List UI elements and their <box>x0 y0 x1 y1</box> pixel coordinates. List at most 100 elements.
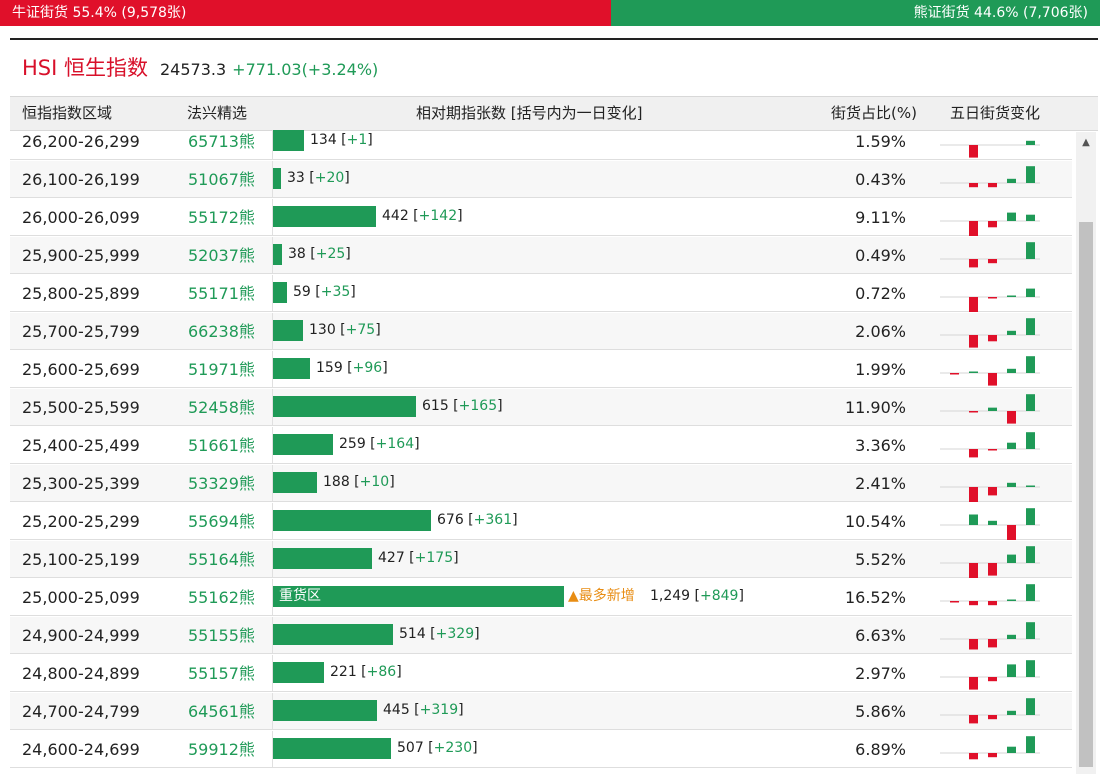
warrant-count-value: 259 <box>339 436 366 452</box>
warrant-code-link[interactable]: 52037熊 <box>188 246 255 265</box>
warrant-code-link[interactable]: 55162熊 <box>188 588 255 607</box>
warrant-count-cell: 59 [+35] <box>272 275 356 311</box>
header-warrants[interactable]: 相对期指张数 [括号内为一日变化] <box>416 104 643 122</box>
warrant-count-delta: +230 <box>433 740 473 756</box>
sparkline-bar <box>969 259 978 268</box>
sparkline-bar <box>969 297 978 312</box>
warrant-count-bar <box>273 396 416 417</box>
sparkline-bar <box>1026 166 1035 183</box>
table-row[interactable]: 25,600-25,699 51971熊 159 [+96] 1.99% <box>10 351 1072 388</box>
sparkline-bar <box>1007 178 1016 183</box>
table-row[interactable]: 25,400-25,499 51661熊 259 [+164] 3.36% <box>10 427 1072 464</box>
warrant-count-bar <box>273 472 317 493</box>
sparkline-bar <box>1007 634 1016 639</box>
share-cell: 2.41% <box>855 474 906 493</box>
five-day-change-chart <box>940 432 1040 458</box>
table-row[interactable]: 25,800-25,899 55171熊 59 [+35] 0.72% <box>10 275 1072 312</box>
table-row[interactable]: 24,800-24,899 55157熊 221 [+86] 2.97% <box>10 655 1072 692</box>
warrant-code-link[interactable]: 53329熊 <box>188 474 255 493</box>
warrant-count-bar <box>273 130 304 151</box>
warrant-count-cell: 221 [+86] <box>272 655 402 691</box>
warrant-count-text: 427 [+175] <box>378 550 459 566</box>
share-cell: 5.86% <box>855 702 906 721</box>
table-row[interactable]: 26,200-26,299 65713熊 134 [+1] 1.59% <box>10 130 1072 160</box>
most-added-badge: ▲最多新增 <box>568 588 635 604</box>
share-cell: 6.63% <box>855 626 906 645</box>
sparkline-bar <box>988 373 997 386</box>
header-code[interactable]: 法兴精选 <box>187 104 248 122</box>
warrant-count-cell: 重货区 ▲最多新增 1,249 [+849] <box>272 579 744 615</box>
table-row[interactable]: 26,000-26,099 55172熊 442 [+142] 9.11% <box>10 199 1072 236</box>
sparkline-bar <box>988 563 997 576</box>
warrant-count-cell: 427 [+175] <box>272 541 459 577</box>
warrant-count-value: 134 <box>310 132 337 148</box>
warrant-count-delta: +20 <box>314 170 345 186</box>
header-five-day[interactable]: 五日街货变化 <box>950 104 1041 122</box>
sparkline-bar <box>969 449 978 458</box>
warrant-code-link[interactable]: 55155熊 <box>188 626 255 645</box>
sparkline-bar <box>1026 288 1035 297</box>
warrant-count-delta: +25 <box>315 246 346 262</box>
warrant-code-link[interactable]: 66238熊 <box>188 322 255 341</box>
table-row[interactable]: 25,300-25,399 53329熊 188 [+10] 2.41% <box>10 465 1072 502</box>
range-cell: 25,500-25,599 <box>22 398 140 417</box>
table-row[interactable]: 25,500-25,599 52458熊 615 [+165] 11.90% <box>10 389 1072 426</box>
warrant-count-bar <box>273 510 431 531</box>
range-cell: 26,200-26,299 <box>22 132 140 151</box>
warrant-code-link[interactable]: 51971熊 <box>188 360 255 379</box>
table-row[interactable]: 24,900-24,999 55155熊 514 [+329] 6.63% <box>10 617 1072 654</box>
table-row[interactable]: 24,600-24,699 59912熊 507 [+230] 6.89% <box>10 731 1072 768</box>
range-cell: 25,000-25,099 <box>22 588 140 607</box>
header-share[interactable]: 街货占比(%) <box>831 104 917 122</box>
warrant-code-link[interactable]: 55164熊 <box>188 550 255 569</box>
warrant-count-text: 134 [+1] <box>310 132 373 148</box>
table-row[interactable]: 25,700-25,799 66238熊 130 [+75] 2.06% <box>10 313 1072 350</box>
five-day-change-chart <box>940 584 1040 606</box>
warrant-count-bar <box>273 624 393 645</box>
range-cell: 26,100-26,199 <box>22 170 140 189</box>
sparkline-bar <box>969 514 978 525</box>
sparkline-bar <box>1026 546 1035 563</box>
header-range[interactable]: 恒指指数区域 <box>22 104 113 122</box>
range-cell: 25,900-25,999 <box>22 246 140 265</box>
warrant-count-delta: +164 <box>375 436 415 452</box>
warrant-code-link[interactable]: 55171熊 <box>188 284 255 303</box>
sparkline-bar <box>988 601 997 606</box>
range-cell: 25,700-25,799 <box>22 322 140 341</box>
warrant-code-link[interactable]: 51067熊 <box>188 170 255 189</box>
table-row[interactable]: 26,100-26,199 51067熊 33 [+20] 0.43% <box>10 161 1072 198</box>
share-cell: 2.97% <box>855 664 906 683</box>
warrant-code-link[interactable]: 55157熊 <box>188 664 255 683</box>
table-row[interactable]: 25,100-25,199 55164熊 427 [+175] 5.52% <box>10 541 1072 578</box>
warrant-code-link[interactable]: 55172熊 <box>188 208 255 227</box>
warrant-code-link[interactable]: 64561熊 <box>188 702 255 721</box>
warrant-count-value: 615 <box>422 398 449 414</box>
five-day-change-chart <box>940 622 1040 650</box>
share-cell: 2.06% <box>855 322 906 341</box>
warrant-code-link[interactable]: 51661熊 <box>188 436 255 455</box>
triangle-up-icon[interactable]: ▲ <box>1082 137 1090 148</box>
warrant-code-link[interactable]: 65713熊 <box>188 132 255 151</box>
warrant-count-cell: 259 [+164] <box>272 427 420 463</box>
warrant-code-link[interactable]: 59912熊 <box>188 740 255 759</box>
table-row[interactable]: 24,700-24,799 64561熊 445 [+319] 5.86% <box>10 693 1072 730</box>
index-name[interactable]: HSI 恒生指数 <box>22 56 148 80</box>
warrant-code-link[interactable]: 52458熊 <box>188 398 255 417</box>
warrant-code-link[interactable]: 55694熊 <box>188 512 255 531</box>
table-row[interactable]: 25,200-25,299 55694熊 676 [+361] 10.54% <box>10 503 1072 540</box>
table-body: 26,200-26,299 65713熊 134 [+1] 1.59% 26,100-2… <box>10 130 1072 774</box>
five-day-change-chart <box>940 394 1040 424</box>
scrollbar-thumb[interactable] <box>1079 222 1093 767</box>
warrant-count-value: 188 <box>323 474 350 490</box>
table-row[interactable]: 25,900-25,999 52037熊 38 [+25] 0.49% <box>10 237 1072 274</box>
range-cell: 25,800-25,899 <box>22 284 140 303</box>
warrant-count-value: 159 <box>316 360 343 376</box>
warrant-count-cell: 188 [+10] <box>272 465 395 501</box>
table-row[interactable]: 25,000-25,099 55162熊 重货区 ▲最多新增 1,249 [+849] 1… <box>10 579 1072 616</box>
vertical-scrollbar[interactable]: ▲ <box>1076 132 1096 774</box>
warrant-count-value: 59 <box>293 284 311 300</box>
warrant-count-bar <box>273 282 287 303</box>
warrant-count-cell: 134 [+1] <box>272 130 373 159</box>
share-cell: 1.99% <box>855 360 906 379</box>
warrant-count-text: 676 [+361] <box>437 512 518 528</box>
